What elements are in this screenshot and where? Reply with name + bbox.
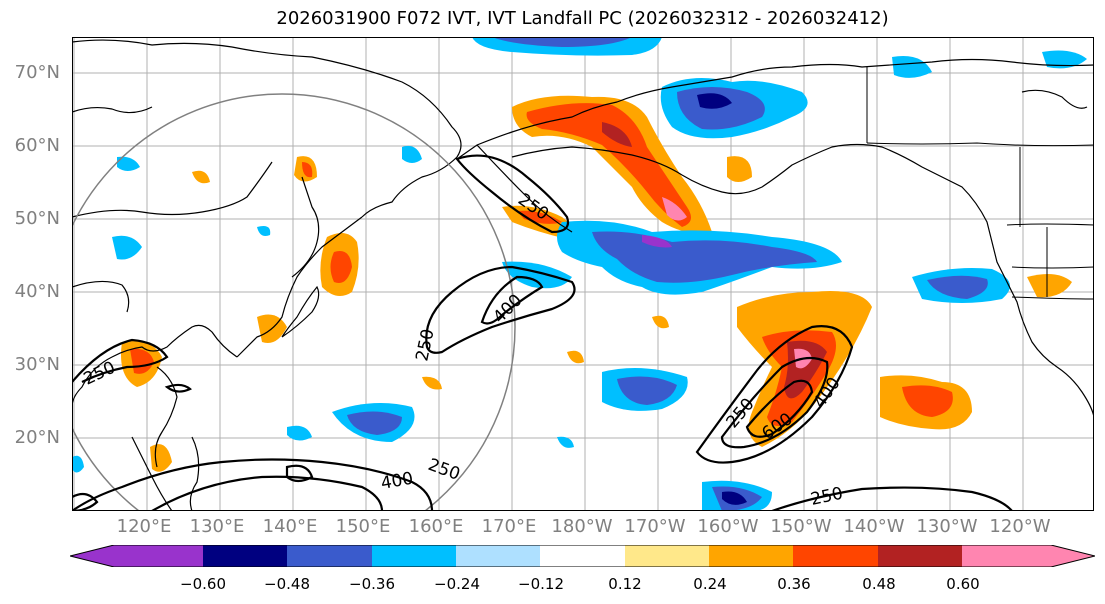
colorbar-cell	[793, 545, 878, 567]
lon-label-120e: 120°E	[116, 516, 172, 537]
colorbar-tick: −0.60	[180, 575, 226, 593]
coastlines	[72, 39, 1094, 511]
map-title: 2026031900 F072 IVT, IVT Landfall PC (20…	[276, 8, 889, 29]
colorbar-tick: −0.24	[434, 575, 480, 593]
colorbar-tick: 0.48	[862, 575, 896, 593]
lon-label-160w: 160°W	[697, 516, 759, 537]
lon-label-170e: 170°E	[481, 516, 537, 537]
colorbar	[70, 545, 1095, 567]
colorbar-cell	[70, 545, 203, 567]
great-circle-distance-ring	[72, 93, 516, 511]
lon-label-150w: 150°W	[770, 516, 832, 537]
colorbar-tick: 0.24	[693, 575, 727, 593]
lon-label-130e: 130°E	[189, 516, 245, 537]
colorbar-cell	[540, 545, 625, 567]
colorbar-cell	[962, 545, 1095, 567]
lon-label-140w: 140°W	[843, 516, 905, 537]
lat-label-20n: 20°N	[14, 427, 60, 448]
ivt-map: 250 250 250 250 250 400 400 400 600 250	[72, 37, 1094, 511]
lon-label-150e: 150°E	[335, 516, 391, 537]
colorbar-cell	[287, 545, 372, 567]
colorbar-tick: 0.36	[777, 575, 811, 593]
lon-label-180w: 180°W	[551, 516, 613, 537]
contour-label-400-south: 400	[379, 469, 414, 494]
lon-label-170w: 170°W	[624, 516, 686, 537]
colorbar-cell	[203, 545, 287, 567]
lon-label-140e: 140°E	[262, 516, 318, 537]
lat-label-30n: 30°N	[14, 354, 60, 375]
colorbar-cell	[625, 545, 709, 567]
political-borders	[866, 67, 1094, 300]
colorbar-tick: 0.60	[946, 575, 980, 593]
lat-label-60n: 60°N	[14, 135, 60, 156]
colorbar-cell	[878, 545, 962, 567]
negative-ivt-shading	[72, 37, 1087, 511]
lat-label-70n: 70°N	[14, 62, 60, 83]
lon-label-130w: 130°W	[916, 516, 978, 537]
colorbar-cell	[456, 545, 540, 567]
lon-label-160e: 160°E	[408, 516, 464, 537]
contour-label-250-central: 250	[412, 327, 438, 363]
colorbar-cell	[709, 545, 793, 567]
colorbar-tick: −0.48	[264, 575, 310, 593]
contour-label-250-japan: 250	[81, 358, 119, 390]
colorbar-tick: −0.12	[518, 575, 564, 593]
colorbar-tick: 0.12	[608, 575, 642, 593]
contour-label-250-south: 250	[425, 455, 462, 485]
lon-label-120w: 120°W	[989, 516, 1051, 537]
colorbar-tick: −0.36	[349, 575, 395, 593]
lat-label-50n: 50°N	[14, 208, 60, 229]
lat-label-40n: 40°N	[14, 281, 60, 302]
contour-label-250-southeast: 250	[809, 484, 845, 510]
ivt-contours	[72, 154, 1013, 511]
colorbar-cell	[372, 545, 456, 567]
